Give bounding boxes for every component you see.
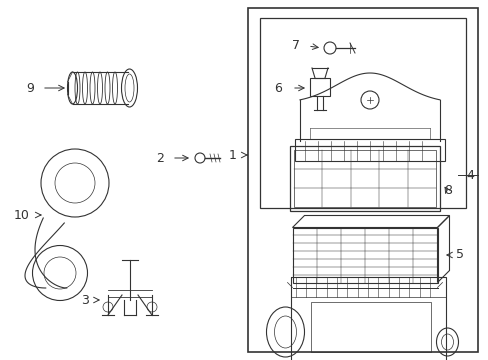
Bar [247, 8, 477, 352]
Bar [290, 277, 445, 360]
Bar [294, 139, 444, 161]
Bar [292, 228, 437, 283]
Bar [309, 78, 329, 96]
Text: 4: 4 [465, 168, 473, 181]
Text: 7: 7 [291, 39, 299, 51]
Text: 3: 3 [81, 293, 89, 306]
Text: 10: 10 [14, 208, 30, 221]
Bar [289, 145, 439, 211]
Bar [293, 149, 435, 207]
Text: 6: 6 [273, 81, 282, 95]
Text: 9: 9 [26, 81, 34, 95]
Text: 5: 5 [455, 248, 463, 261]
Text: 1: 1 [228, 149, 237, 162]
Text: 8: 8 [443, 184, 451, 197]
Bar [260, 18, 465, 208]
Text: 2: 2 [156, 152, 163, 165]
Bar [310, 302, 429, 352]
